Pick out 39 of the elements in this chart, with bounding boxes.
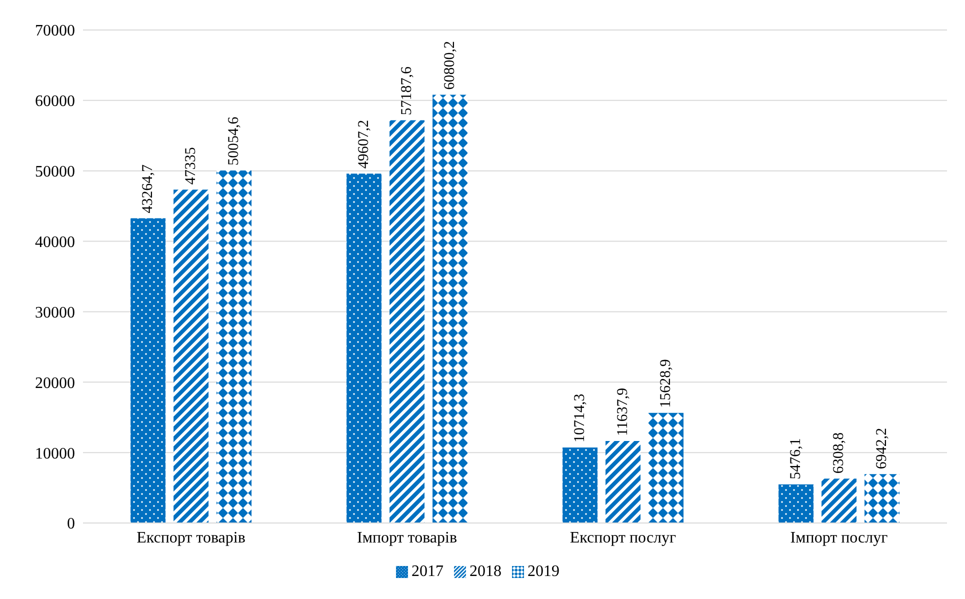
bar xyxy=(778,484,814,523)
data-label: 50054,6 xyxy=(226,116,242,166)
bar xyxy=(174,190,209,523)
bar xyxy=(432,94,468,523)
data-label: 49607,2 xyxy=(356,120,372,169)
bar xyxy=(130,218,166,523)
y-tick-label: 50000 xyxy=(35,164,75,181)
data-label: 43264,7 xyxy=(140,164,156,214)
y-tick-label: 0 xyxy=(67,516,75,533)
data-label: 47335 xyxy=(183,147,200,185)
data-label: 15628,9 xyxy=(658,359,674,408)
y-tick-label: 30000 xyxy=(35,304,75,322)
legend-label: 2017 xyxy=(412,563,444,580)
x-tick-label: Експорт послуг xyxy=(570,529,677,546)
x-tick-label: Експорт товарів xyxy=(136,529,246,546)
bar xyxy=(864,474,900,523)
y-tick-label: 40000 xyxy=(35,234,75,251)
bar xyxy=(648,412,684,523)
bar xyxy=(216,170,252,523)
y-tick-label: 70000 xyxy=(35,22,75,40)
y-tick-label: 60000 xyxy=(35,93,75,110)
data-label: 10714,3 xyxy=(572,394,588,443)
y-tick-label: 20000 xyxy=(35,374,75,392)
data-label: 6308,8 xyxy=(831,432,848,474)
bar xyxy=(562,448,598,523)
legend-label: 2019 xyxy=(528,563,560,580)
data-label: 60800,2 xyxy=(442,41,458,90)
y-tick-label: 10000 xyxy=(35,445,75,462)
bar xyxy=(390,120,425,523)
data-label: 57187,6 xyxy=(399,66,416,116)
x-tick-label: Імпорт товарів xyxy=(356,529,458,546)
x-tick-label: Імпорт послуг xyxy=(790,529,888,546)
data-label: 11637,9 xyxy=(615,388,632,436)
legend-label: 2018 xyxy=(470,563,502,580)
bar xyxy=(346,174,382,523)
data-label: 5476,1 xyxy=(788,438,804,480)
bar xyxy=(606,441,641,523)
bar xyxy=(822,478,857,523)
data-label: 6942,2 xyxy=(874,428,890,470)
